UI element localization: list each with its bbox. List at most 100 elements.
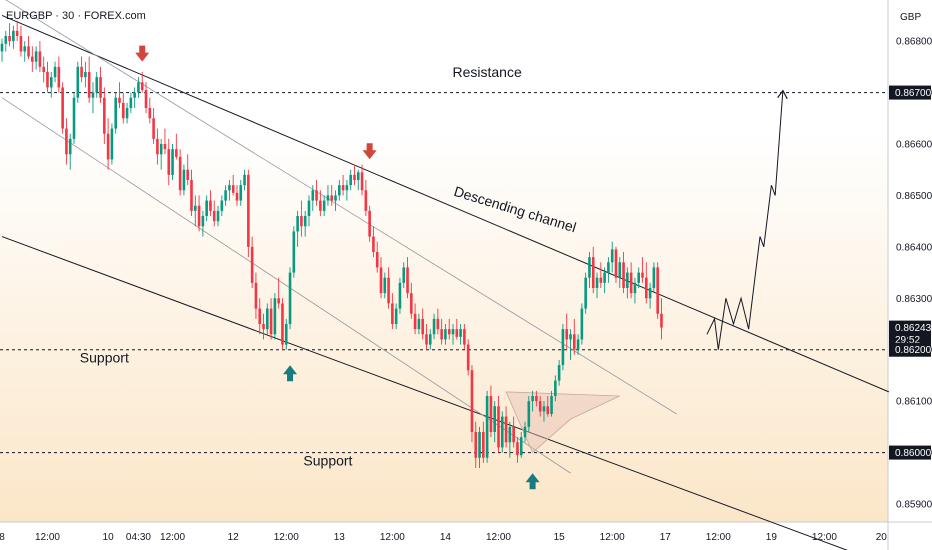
candle-body xyxy=(273,298,277,335)
candle-body xyxy=(80,66,83,78)
candle-body xyxy=(610,249,614,263)
price-tick-label: 0.86400 xyxy=(896,242,932,253)
candle-body xyxy=(140,82,144,90)
candle-body xyxy=(421,318,424,335)
arrow-up-icon xyxy=(283,365,298,382)
currency-label: GBP xyxy=(900,12,921,23)
candle-body xyxy=(114,97,117,129)
projection-line xyxy=(706,93,783,350)
candle-body xyxy=(125,108,129,119)
candle-body xyxy=(334,195,337,201)
time-tick-label: 12:00 xyxy=(160,532,185,543)
price-label-text: 0.86243 xyxy=(895,323,932,334)
candle-body xyxy=(554,380,557,396)
candle-body xyxy=(15,30,19,36)
signal-arrows xyxy=(135,45,540,490)
candle-body xyxy=(209,200,212,211)
candle-body xyxy=(266,308,269,330)
candle-body xyxy=(349,174,352,186)
candle-body xyxy=(133,92,136,98)
candle-body xyxy=(338,185,341,196)
candle-body xyxy=(436,318,440,330)
candle-body xyxy=(595,277,599,288)
candle-body xyxy=(118,97,121,103)
candle-body xyxy=(398,282,402,309)
candle-body xyxy=(413,313,417,330)
time-tick-label: 10 xyxy=(103,532,115,543)
candle-body xyxy=(618,262,622,278)
candle-body xyxy=(516,442,519,456)
time-tick-label: 04:30 xyxy=(126,532,151,543)
candle-body xyxy=(607,262,610,273)
price-tick-label: 0.86800 xyxy=(896,37,932,48)
candle-body xyxy=(565,329,569,340)
arrow-up-icon xyxy=(525,473,540,490)
candle-body xyxy=(228,185,231,191)
candle-body xyxy=(258,308,262,324)
candle-body xyxy=(243,174,246,186)
price-label-box xyxy=(889,85,931,100)
projection-path xyxy=(706,93,783,350)
price-label-text: 0.86700 xyxy=(895,88,932,99)
candle-body xyxy=(281,303,284,345)
candle-body xyxy=(383,277,387,294)
time-tick-label: 12 xyxy=(228,532,240,543)
candle-body xyxy=(497,406,500,448)
candle-body xyxy=(330,195,334,201)
candle-body xyxy=(239,185,243,201)
candle-body xyxy=(504,416,508,443)
candle-body xyxy=(129,97,133,108)
candle-body xyxy=(19,36,23,52)
candle-body xyxy=(159,144,163,155)
candle-body xyxy=(91,92,95,98)
candle-body xyxy=(542,406,546,412)
candle-body xyxy=(372,236,375,252)
candle-body xyxy=(550,396,553,414)
candle-body xyxy=(262,324,265,330)
annotation-label: Support xyxy=(303,452,352,468)
time-tick-label: 12:00 xyxy=(380,532,405,543)
candle-body xyxy=(485,396,489,458)
candle-body xyxy=(95,77,99,93)
candle-body xyxy=(360,172,364,191)
time-tick-label: 12:00 xyxy=(706,532,731,543)
candle-body xyxy=(216,210,220,222)
candle-body xyxy=(250,246,254,283)
candle-body xyxy=(38,51,42,67)
candle-body xyxy=(319,200,322,211)
horizontal-levels xyxy=(0,92,888,454)
candle-body xyxy=(303,216,307,227)
candle-body xyxy=(292,231,296,273)
candle-body xyxy=(379,267,383,294)
candle-body xyxy=(474,432,478,458)
candle-body xyxy=(394,308,398,324)
candle-body xyxy=(459,329,462,337)
candle-body xyxy=(182,169,186,191)
time-tick-label: 13 xyxy=(334,532,346,543)
candle-body xyxy=(478,432,481,458)
candle-body xyxy=(455,329,459,337)
candle-body xyxy=(527,401,531,427)
time-axis-background xyxy=(0,522,888,550)
candle-body xyxy=(224,190,227,201)
time-tick-label: 8 xyxy=(0,532,5,543)
candle-body xyxy=(163,144,167,150)
candle-body xyxy=(84,72,87,78)
candle-body xyxy=(156,138,159,155)
countdown-text: 29:52 xyxy=(895,335,920,346)
price-label-text: 0.86200 xyxy=(895,345,932,356)
candle-body xyxy=(65,128,68,155)
time-axis-ticks: 8 12:00 10 04:30 12:00 12 12:00 13 12:00 14 12:00 1… xyxy=(0,532,887,543)
price-label-text: 0.86000 xyxy=(895,448,932,459)
candle-body xyxy=(190,180,193,211)
candle-body xyxy=(629,272,633,294)
time-tick-label: 12:00 xyxy=(812,532,837,543)
channel-line-3 xyxy=(1,97,571,474)
arrow-down-icon xyxy=(362,143,377,160)
candle-body xyxy=(296,216,299,232)
price-label-box xyxy=(889,320,931,347)
annotation-label: Resistance xyxy=(452,64,521,80)
